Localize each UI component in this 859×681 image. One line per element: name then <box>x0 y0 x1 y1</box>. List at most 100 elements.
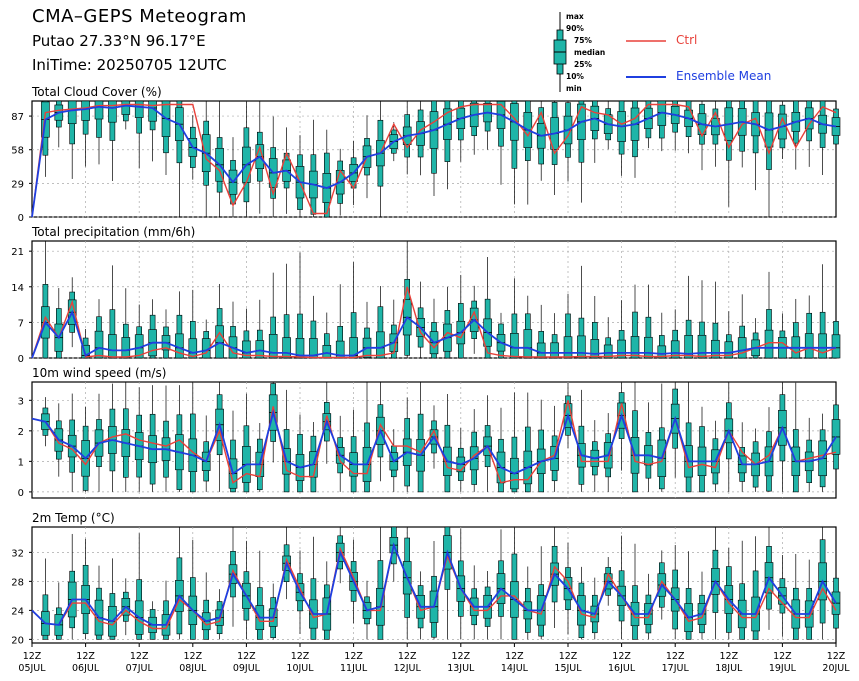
box-inner <box>577 335 586 359</box>
x-hour-label: 12Z <box>237 651 256 662</box>
panel-3: 2m Temp (°C) 20 24 28 32 <box>11 511 841 646</box>
y-tick-label: 3 <box>18 396 24 407</box>
x-date-label: 11JUL <box>340 663 368 674</box>
chart-title: CMA–GEPS Meteogram <box>32 6 247 27</box>
box-inner <box>376 331 385 359</box>
y-tick-label: 21 <box>11 247 24 258</box>
x-hour-label: 12Z <box>505 651 524 662</box>
panel-title: 10m wind speed (m/s) <box>32 366 166 380</box>
box-inner <box>657 345 667 359</box>
init-time-label: IniTime: 20250705 12UTC <box>32 56 227 74</box>
mean-series-line <box>31 104 837 218</box>
box-inner <box>711 339 720 359</box>
x-date-label: 16JUL <box>608 663 636 674</box>
y-tick-label: 32 <box>11 548 24 559</box>
box-inner <box>670 340 680 359</box>
legend-ctrl-label: Ctrl <box>676 33 698 47</box>
panel-2: 10m wind speed (m/s) 0 1 2 3 <box>18 366 841 499</box>
panel-title: Total precipitation (mm/6h) <box>31 225 195 239</box>
x-hour-label: 12Z <box>344 651 363 662</box>
box-inner <box>255 340 265 359</box>
panel-title: Total Cloud Cover (%) <box>31 85 162 99</box>
box-inner <box>94 100 104 120</box>
mean-series-line <box>31 309 836 359</box>
panel-title: 2m Temp (°C) <box>32 511 115 525</box>
box-inner <box>242 340 251 359</box>
box-inner <box>523 329 533 359</box>
ctrl-series-line <box>31 286 837 359</box>
x-date-label: 18JUL <box>715 663 743 674</box>
ctrl-series-line <box>31 400 837 484</box>
box-inner <box>724 341 734 359</box>
legend: max 90% 75% median 25% 10% min Ctrl Ense… <box>552 10 792 95</box>
box-inner <box>737 337 747 359</box>
box-inner <box>697 334 707 359</box>
mean-series-line <box>31 409 837 476</box>
y-tick-label: 87 <box>11 112 24 123</box>
box-inner <box>121 100 131 115</box>
x-hour-label: 12Z <box>451 651 470 662</box>
panel-1: Total precipitation (mm/6h) 0 7 14 21 <box>11 225 841 365</box>
x-date-label: 07JUL <box>126 663 154 674</box>
y-tick-label: 2 <box>18 427 24 438</box>
x-date-label: 14JUL <box>501 663 529 674</box>
box-inner <box>108 100 117 123</box>
x-hour-label: 12Z <box>612 651 631 662</box>
box-inner <box>94 330 104 359</box>
x-date-label: 08JUL <box>179 663 207 674</box>
x-date-label: 13JUL <box>447 663 475 674</box>
box-inner <box>563 336 573 359</box>
box-inner <box>818 333 827 359</box>
legend-p75: 75% <box>574 36 592 45</box>
box-inner <box>630 336 640 359</box>
x-date-label: 15JUL <box>554 663 582 674</box>
y-tick-label: 14 <box>11 283 24 294</box>
x-hour-label: 12Z <box>773 651 792 662</box>
x-date-label: 10JUL <box>286 663 314 674</box>
y-tick-label: 0 <box>18 354 24 365</box>
box-inner <box>804 333 814 359</box>
box-inner <box>81 100 90 121</box>
box-inner <box>295 338 305 359</box>
y-tick-label: 58 <box>11 146 24 157</box>
x-hour-label: 12Z <box>76 651 95 662</box>
x-hour-label: 12Z <box>23 651 42 662</box>
box-legend-icon <box>553 12 567 92</box>
mean-series-line <box>31 542 837 626</box>
box-inner <box>121 337 131 359</box>
y-tick-label: 0 <box>18 213 24 224</box>
box-inner <box>81 344 90 359</box>
box-inner <box>188 338 198 359</box>
box-inner <box>510 333 519 359</box>
legend-p10: 10% <box>566 72 584 81</box>
legend-p25: 25% <box>574 60 592 69</box>
x-hour-label: 12Z <box>291 651 310 662</box>
x-hour-label: 12Z <box>130 651 149 662</box>
x-date-label: 09JUL <box>233 663 261 674</box>
y-tick-label: 24 <box>11 606 24 617</box>
y-tick-label: 20 <box>11 635 24 646</box>
legend-p90: 90% <box>566 24 584 33</box>
x-date-label: 12JUL <box>394 663 422 674</box>
y-tick-label: 1 <box>18 457 24 468</box>
x-hour-label: 12Z <box>559 651 578 662</box>
panel-0: Total Cloud Cover (%) 0 29 58 87 <box>11 85 841 224</box>
x-date-label: 19JUL <box>769 663 797 674</box>
box-inner <box>590 339 600 359</box>
box-inner <box>550 342 559 359</box>
y-tick-label: 0 <box>18 488 24 499</box>
y-tick-label: 29 <box>11 179 24 190</box>
box-inner <box>67 100 77 125</box>
box-inner <box>134 100 144 118</box>
legend-median: median <box>574 48 606 57</box>
legend-min: min <box>566 84 582 93</box>
legend-mean-label: Ensemble Mean <box>676 69 772 83</box>
x-date-label: 06JUL <box>72 663 100 674</box>
x-hour-label: 12Z <box>183 651 202 662</box>
box-inner <box>108 334 117 359</box>
box-inner <box>617 339 626 359</box>
x-hour-label: 12Z <box>719 651 738 662</box>
x-date-label: 20JUL <box>822 663 850 674</box>
x-hour-label: 12Z <box>666 651 685 662</box>
